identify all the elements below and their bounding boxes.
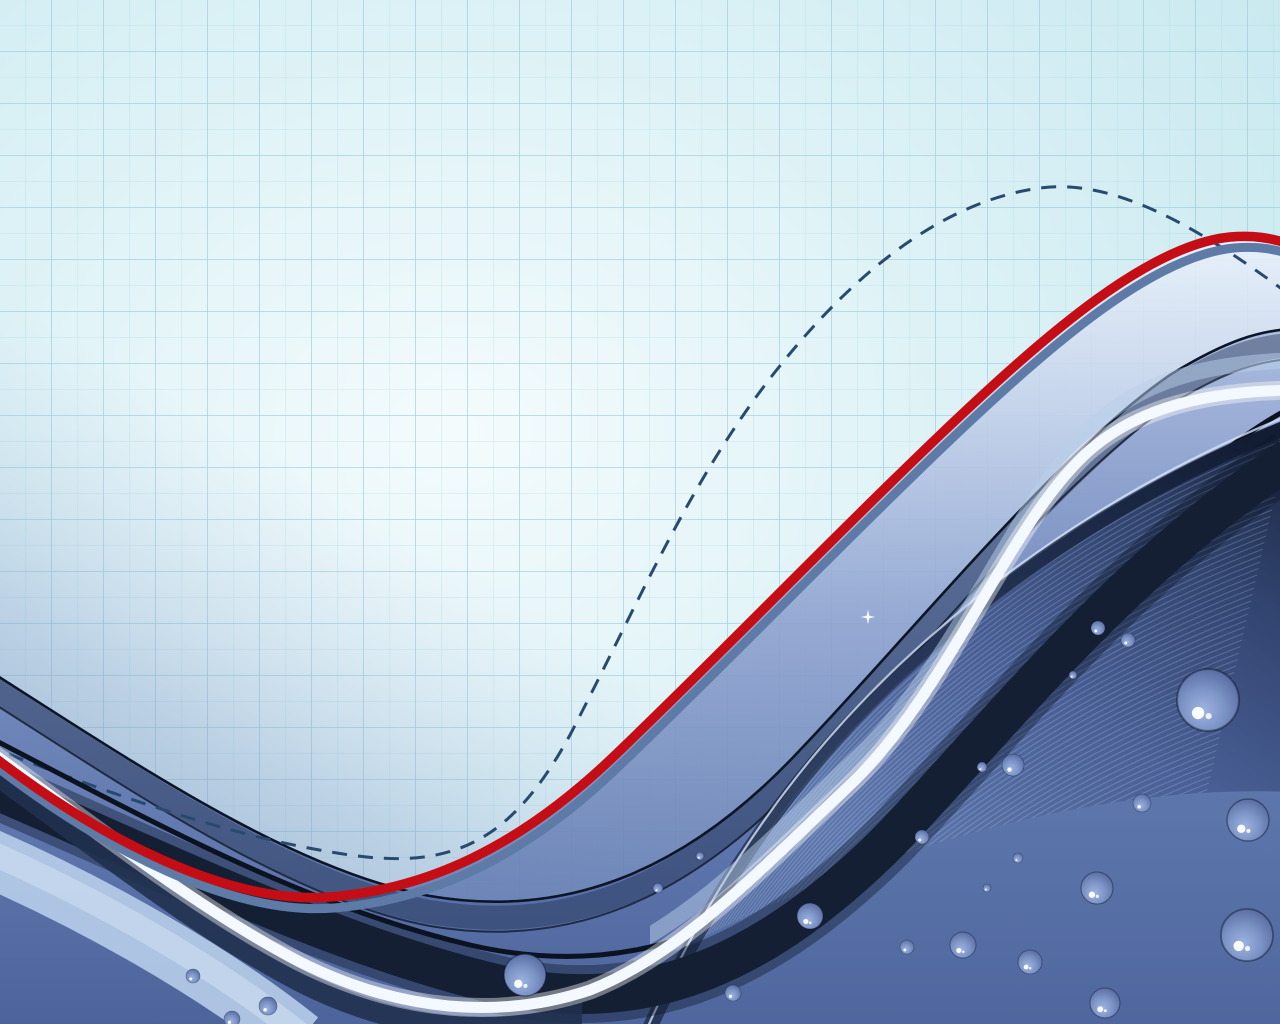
water-droplet — [503, 953, 547, 997]
water-droplet — [1001, 753, 1025, 777]
water-droplet — [1080, 871, 1114, 905]
sparkle-glints-group — [860, 609, 876, 625]
water-droplet — [1090, 620, 1106, 636]
water-droplet — [1068, 670, 1078, 680]
water-droplet — [1220, 908, 1274, 962]
water-droplet — [1120, 632, 1136, 648]
water-droplet — [899, 939, 915, 955]
water-droplet — [982, 883, 992, 893]
water-droplet — [949, 931, 977, 959]
sparkle-glint — [860, 609, 876, 625]
water-droplet — [796, 902, 824, 930]
water-droplet — [185, 968, 201, 984]
dashed-sine-curve — [0, 185, 1280, 861]
water-droplets-group — [185, 620, 1274, 1024]
water-droplet — [652, 882, 664, 894]
water-droplet — [914, 829, 930, 845]
water-droplet — [1226, 798, 1270, 842]
water-droplet — [223, 1010, 241, 1024]
water-droplet — [695, 851, 705, 861]
water-droplet — [258, 996, 278, 1016]
water-droplet — [724, 984, 742, 1002]
water-droplet — [976, 761, 988, 773]
water-droplet — [1175, 667, 1241, 733]
water-droplet — [1017, 949, 1043, 975]
water-droplet — [1132, 793, 1152, 813]
water-droplet — [1012, 852, 1024, 864]
water-droplet — [1089, 987, 1121, 1019]
